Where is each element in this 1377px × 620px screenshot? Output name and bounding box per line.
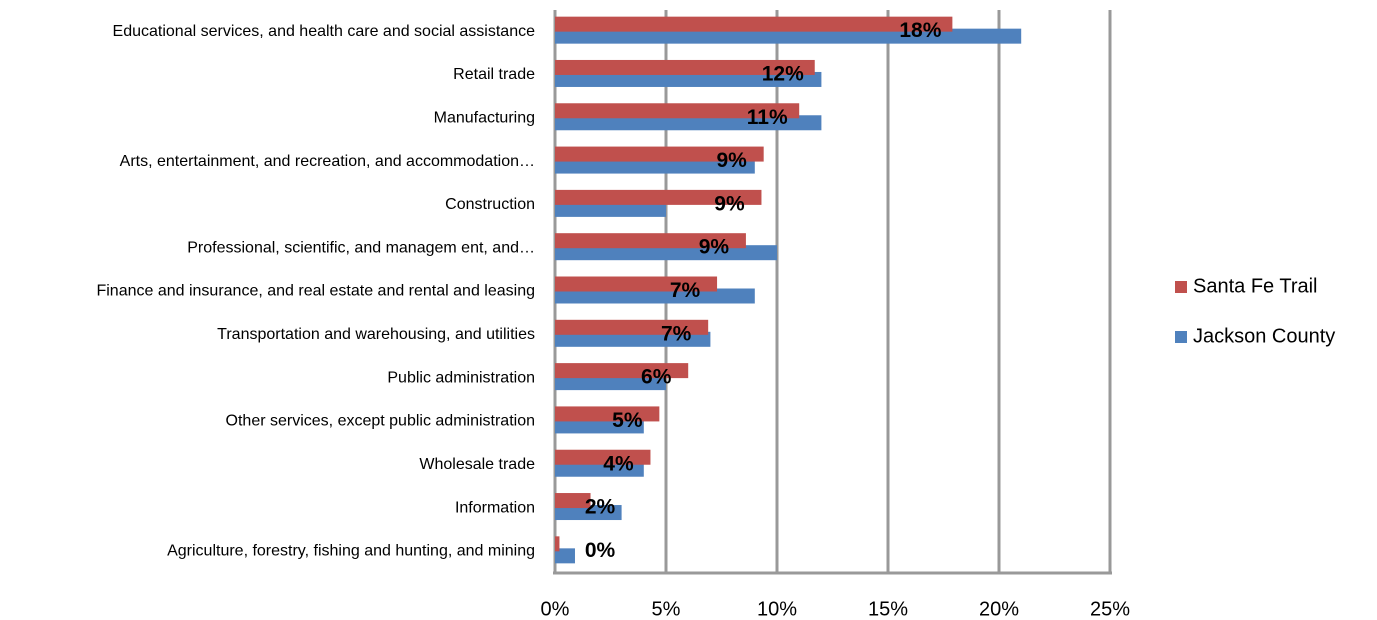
value-label: 9% <box>714 192 745 215</box>
x-tick-label: 20% <box>979 598 1019 620</box>
legend-label: Jackson County <box>1193 325 1335 347</box>
bar <box>555 103 800 119</box>
value-label: 9% <box>717 149 748 172</box>
y-tick-label: Retail trade <box>453 66 535 83</box>
value-label: 12% <box>762 63 804 86</box>
bar <box>555 16 953 32</box>
value-label: 4% <box>603 452 634 475</box>
bar <box>555 189 762 205</box>
x-tick-label: 15% <box>868 598 908 620</box>
bar <box>555 493 591 509</box>
value-label: 11% <box>747 106 788 129</box>
y-tick-label: Information <box>455 499 535 516</box>
value-label: 0% <box>585 539 616 562</box>
y-tick-label: Public administration <box>387 369 535 386</box>
bar <box>555 276 718 292</box>
bar <box>555 201 666 217</box>
y-tick-label: Agriculture, forestry, fishing and hunti… <box>167 543 535 560</box>
bar <box>555 319 709 335</box>
bar <box>555 158 755 174</box>
x-tick-label: 10% <box>757 598 797 620</box>
y-tick-label: Construction <box>445 196 535 213</box>
y-tick-label: Professional, scientific, and managem en… <box>187 239 535 256</box>
bar <box>555 28 1022 44</box>
x-tick-label: 0% <box>541 598 570 620</box>
legend-swatch <box>1175 281 1187 293</box>
value-label: 2% <box>585 496 616 519</box>
legend-swatch <box>1175 331 1187 343</box>
value-label: 9% <box>699 236 730 259</box>
bar <box>555 461 644 477</box>
bar <box>555 146 764 162</box>
y-tick-label: Wholesale trade <box>419 456 535 473</box>
y-tick-label: Transportation and warehousing, and util… <box>217 326 535 343</box>
value-label: 7% <box>670 279 701 302</box>
value-label: 6% <box>641 366 672 389</box>
bar <box>555 245 777 261</box>
value-label: 18% <box>899 19 941 42</box>
bar <box>555 375 666 391</box>
bar <box>555 288 755 304</box>
bar <box>555 363 689 379</box>
bar <box>555 418 644 434</box>
bar <box>555 59 815 75</box>
x-tick-label: 5% <box>652 598 681 620</box>
y-tick-label: Other services, except public administra… <box>226 413 535 430</box>
y-tick-label: Educational services, and health care an… <box>113 23 536 40</box>
x-tick-label: 25% <box>1090 598 1130 620</box>
bar <box>555 449 651 465</box>
bar <box>555 505 622 521</box>
bar <box>555 548 575 564</box>
bar <box>555 233 746 249</box>
value-label: 5% <box>612 409 643 432</box>
bar <box>555 331 711 347</box>
bar <box>555 115 822 131</box>
y-tick-label: Arts, entertainment, and recreation, and… <box>120 153 535 170</box>
y-tick-label: Finance and insurance, and real estate a… <box>96 283 535 300</box>
bar <box>555 536 560 552</box>
bar <box>555 71 822 87</box>
bar <box>555 406 660 422</box>
value-label: 7% <box>661 322 692 345</box>
legend-label: Santa Fe Trail <box>1193 275 1318 297</box>
y-tick-label: Manufacturing <box>434 109 535 126</box>
